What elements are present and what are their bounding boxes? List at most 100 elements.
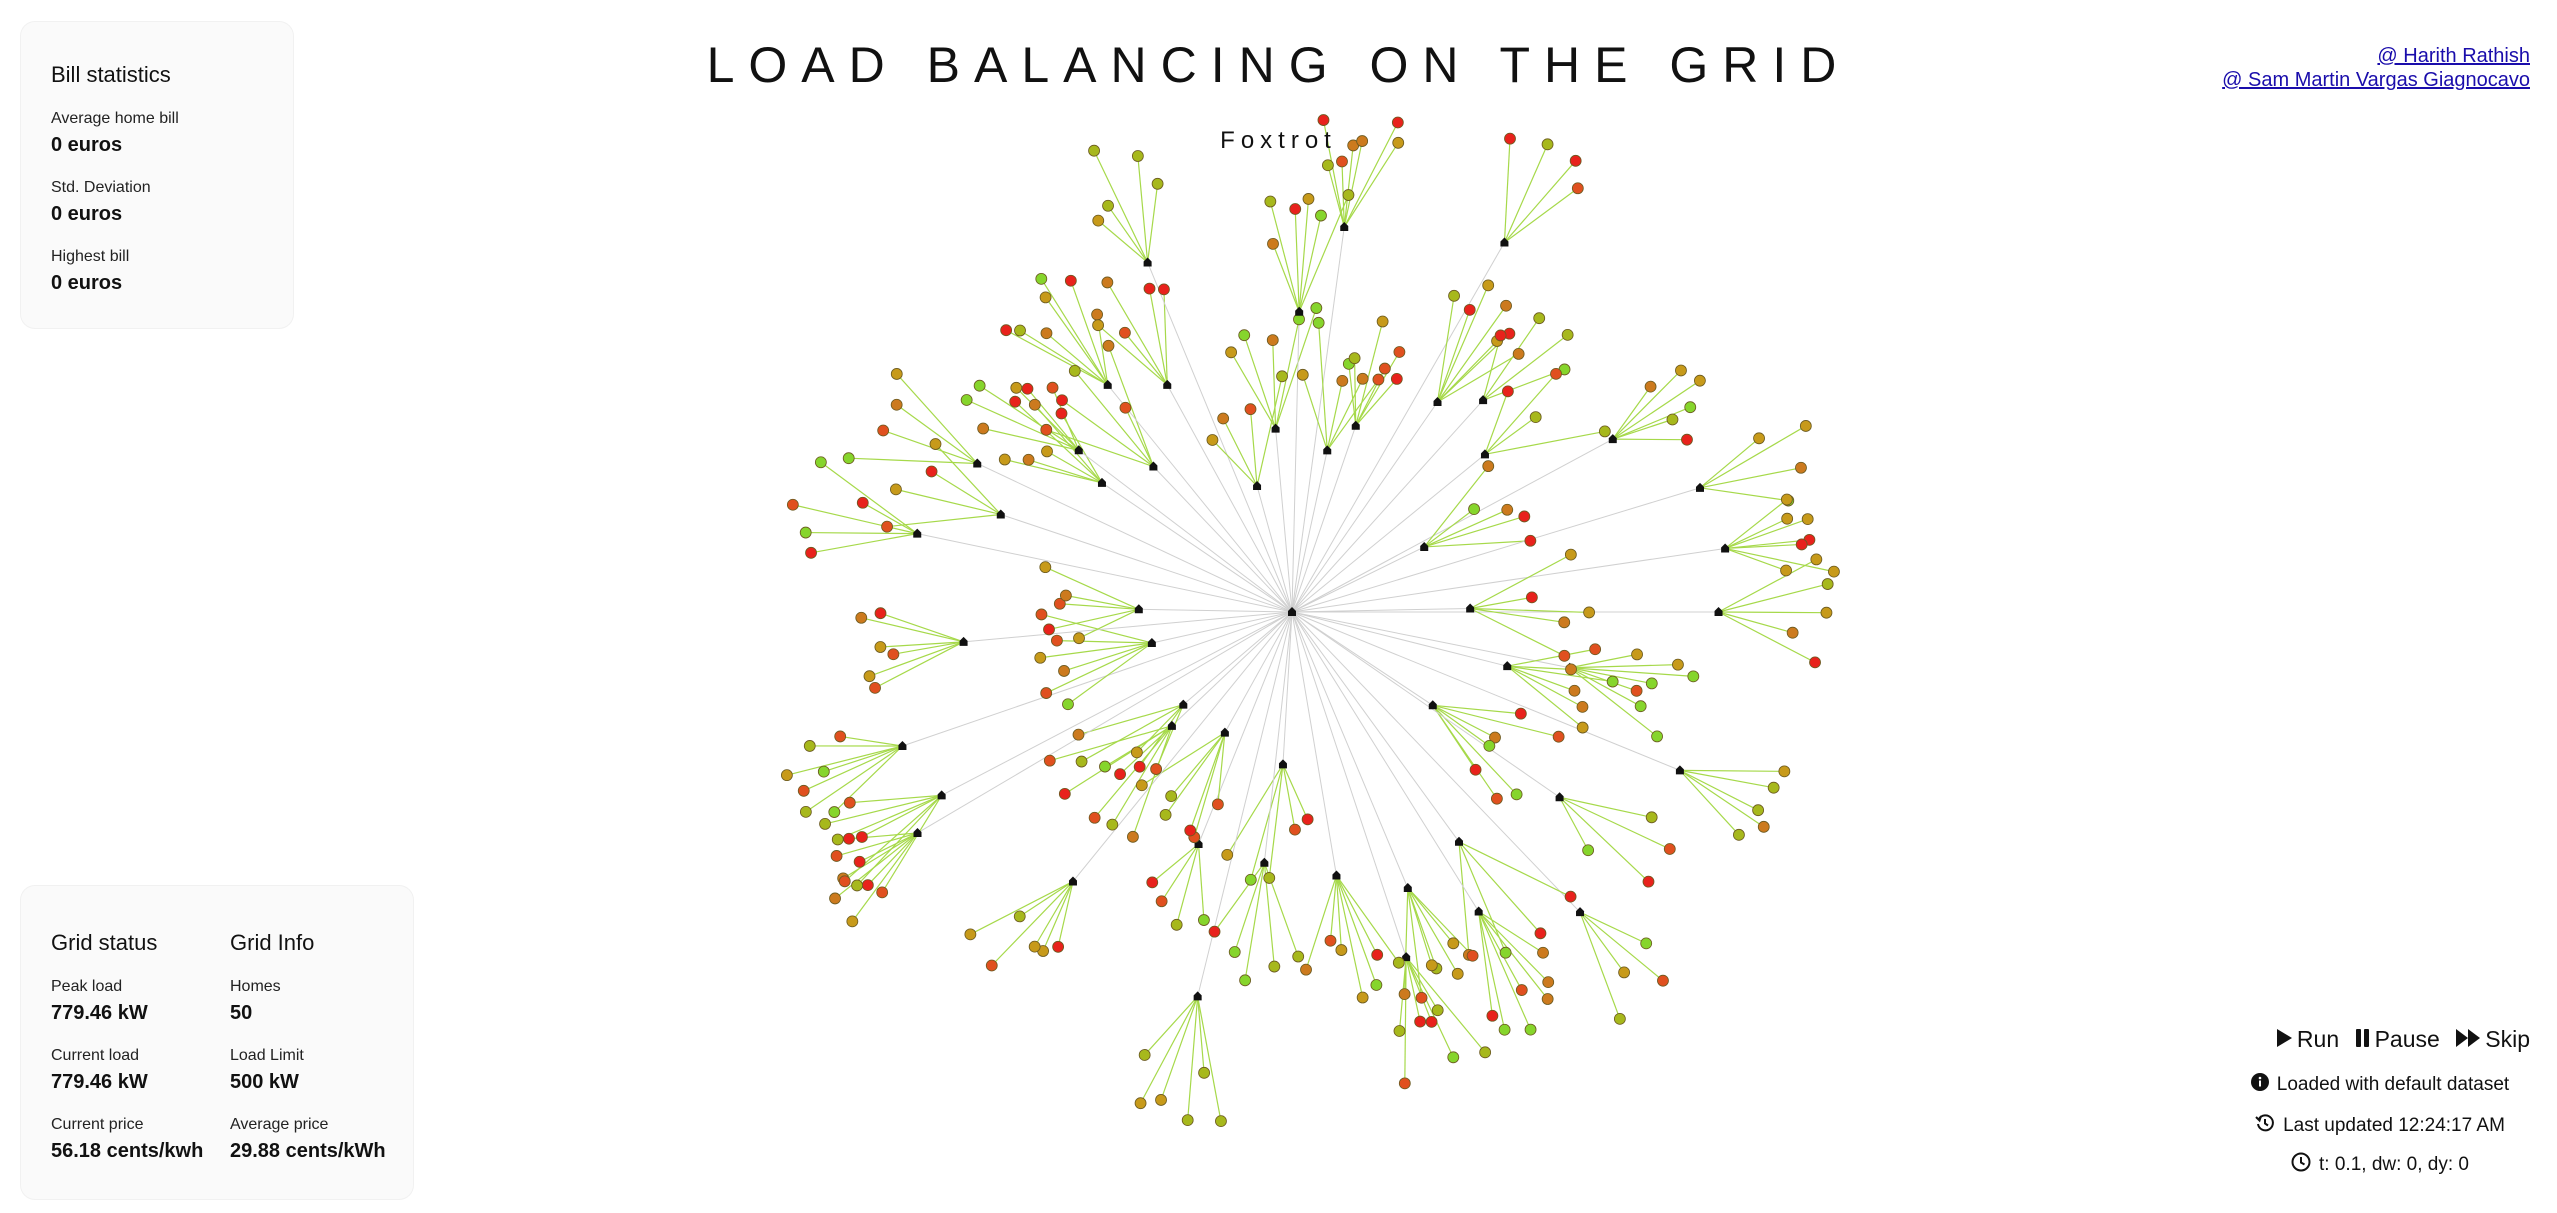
- home-node[interactable]: [1420, 541, 1429, 551]
- device-node[interactable]: [1208, 925, 1221, 938]
- device-node[interactable]: [1469, 763, 1482, 776]
- home-node[interactable]: [1433, 397, 1442, 407]
- device-node[interactable]: [1489, 731, 1501, 744]
- device-node[interactable]: [1501, 503, 1514, 516]
- device-node[interactable]: [1092, 214, 1105, 227]
- home-node[interactable]: [898, 740, 907, 750]
- device-node[interactable]: [1046, 381, 1059, 394]
- home-node[interactable]: [1428, 700, 1437, 710]
- device-node[interactable]: [1035, 608, 1048, 621]
- device-node[interactable]: [1114, 768, 1126, 781]
- home-node[interactable]: [1253, 480, 1262, 490]
- device-node[interactable]: [1482, 279, 1495, 292]
- home-node[interactable]: [1147, 637, 1156, 647]
- device-node[interactable]: [1276, 370, 1288, 383]
- device-node[interactable]: [1239, 974, 1252, 987]
- device-node[interactable]: [799, 526, 812, 539]
- device-node[interactable]: [1215, 1115, 1227, 1128]
- device-node[interactable]: [1058, 787, 1071, 800]
- run-button[interactable]: Run: [2276, 1026, 2339, 1053]
- device-node[interactable]: [1198, 914, 1210, 926]
- device-node[interactable]: [1146, 876, 1159, 889]
- home-node[interactable]: [1402, 952, 1411, 962]
- device-node[interactable]: [1500, 299, 1512, 312]
- device-node[interactable]: [1075, 755, 1088, 768]
- device-node[interactable]: [1056, 394, 1068, 407]
- device-node[interactable]: [1151, 177, 1164, 190]
- device-node[interactable]: [1524, 1023, 1537, 1036]
- home-node[interactable]: [1179, 699, 1188, 709]
- device-node[interactable]: [1064, 274, 1077, 287]
- device-node[interactable]: [1376, 315, 1389, 328]
- home-node[interactable]: [996, 509, 1005, 519]
- home-node[interactable]: [1134, 604, 1143, 614]
- device-node[interactable]: [1068, 364, 1081, 377]
- device-node[interactable]: [1687, 670, 1700, 683]
- home-node[interactable]: [913, 827, 922, 837]
- device-node[interactable]: [1675, 364, 1687, 377]
- device-node[interactable]: [1244, 873, 1257, 886]
- device-node[interactable]: [1058, 665, 1070, 677]
- device-node[interactable]: [1348, 352, 1361, 365]
- device-node[interactable]: [1781, 512, 1794, 525]
- device-node[interactable]: [1130, 746, 1143, 759]
- device-node[interactable]: [1498, 1023, 1511, 1036]
- device-node[interactable]: [1267, 237, 1279, 250]
- device-node[interactable]: [1393, 1025, 1406, 1037]
- device-node[interactable]: [1583, 606, 1596, 619]
- home-node[interactable]: [1479, 395, 1488, 405]
- device-node[interactable]: [876, 886, 889, 899]
- device-node[interactable]: [1055, 407, 1068, 420]
- device-node[interactable]: [780, 769, 793, 782]
- device-node[interactable]: [1415, 991, 1428, 1004]
- device-node[interactable]: [1525, 591, 1538, 604]
- device-node[interactable]: [1014, 324, 1026, 337]
- device-node[interactable]: [1035, 272, 1048, 285]
- device-node[interactable]: [1040, 423, 1053, 436]
- device-node[interactable]: [1317, 114, 1330, 126]
- device-node[interactable]: [1072, 728, 1085, 741]
- device-node[interactable]: [1589, 643, 1602, 656]
- home-node[interactable]: [1503, 661, 1512, 671]
- device-node[interactable]: [1684, 401, 1697, 414]
- device-node[interactable]: [1131, 150, 1144, 162]
- device-node[interactable]: [1501, 385, 1514, 398]
- skip-button[interactable]: Skip: [2456, 1026, 2530, 1053]
- device-node[interactable]: [1000, 324, 1013, 337]
- device-node[interactable]: [1515, 984, 1528, 996]
- home-node[interactable]: [1074, 445, 1083, 455]
- home-node[interactable]: [1608, 434, 1617, 444]
- home-node[interactable]: [1675, 765, 1684, 775]
- device-node[interactable]: [1371, 948, 1384, 961]
- device-node[interactable]: [1021, 382, 1034, 395]
- device-node[interactable]: [1099, 760, 1111, 773]
- device-node[interactable]: [1564, 548, 1577, 561]
- device-node[interactable]: [877, 424, 890, 437]
- home-node[interactable]: [1260, 857, 1269, 867]
- device-node[interactable]: [1757, 820, 1770, 833]
- home-node[interactable]: [1480, 449, 1489, 459]
- device-node[interactable]: [1134, 1097, 1147, 1110]
- device-node[interactable]: [890, 368, 903, 380]
- device-node[interactable]: [814, 456, 827, 469]
- device-node[interactable]: [1322, 159, 1334, 172]
- device-node[interactable]: [1039, 561, 1052, 574]
- device-node[interactable]: [1336, 155, 1348, 168]
- device-node[interactable]: [1043, 623, 1055, 636]
- device-node[interactable]: [1356, 135, 1369, 147]
- device-node[interactable]: [1780, 493, 1793, 506]
- device-node[interactable]: [1370, 979, 1383, 991]
- device-node[interactable]: [1324, 934, 1337, 947]
- device-node[interactable]: [1561, 328, 1574, 341]
- device-node[interactable]: [1342, 189, 1355, 201]
- device-node[interactable]: [960, 394, 973, 406]
- device-node[interactable]: [1541, 993, 1554, 1005]
- device-node[interactable]: [786, 498, 799, 511]
- device-node[interactable]: [1335, 944, 1348, 956]
- device-node[interactable]: [929, 438, 942, 450]
- device-node[interactable]: [1039, 291, 1052, 304]
- device-node[interactable]: [1391, 116, 1404, 129]
- device-node[interactable]: [1150, 763, 1163, 775]
- device-node[interactable]: [1378, 362, 1391, 375]
- device-node[interactable]: [1447, 937, 1460, 950]
